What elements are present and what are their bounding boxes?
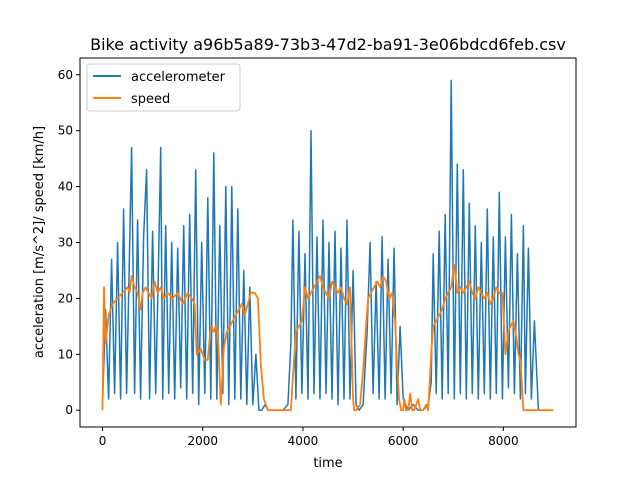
x-tick-label: 6000 xyxy=(388,434,419,448)
y-axis-label: acceleration [m/s^2]/ speed [km/h] xyxy=(32,126,47,358)
chart-title: Bike activity a96b5a89-73b3-47d2-ba91-3e… xyxy=(90,35,566,54)
series-line-accelerometer xyxy=(101,79,554,411)
x-tick-label: 0 xyxy=(99,434,107,448)
y-axis: 0 10 20 30 40 50 60 xyxy=(58,68,80,417)
x-tick-label: 4000 xyxy=(288,434,319,448)
y-tick-label: 50 xyxy=(58,124,73,138)
y-tick-label: 40 xyxy=(58,180,73,194)
y-tick-label: 30 xyxy=(58,236,73,250)
y-tick-label: 20 xyxy=(58,291,73,305)
x-axis-label: time xyxy=(313,456,342,471)
legend: accelerometer speed xyxy=(86,63,241,112)
x-tick-label: 8000 xyxy=(488,434,519,448)
x-tick-label: 2000 xyxy=(187,434,218,448)
x-axis: 0 2000 4000 6000 8000 xyxy=(99,427,519,448)
legend-box xyxy=(86,63,241,112)
series-line-speed xyxy=(101,263,554,412)
legend-label-speed: speed xyxy=(131,92,170,107)
series-layer xyxy=(101,79,554,412)
y-tick-label: 10 xyxy=(58,347,73,361)
legend-label-accelerometer: accelerometer xyxy=(131,70,226,85)
y-tick-label: 0 xyxy=(65,403,73,417)
y-tick-label: 60 xyxy=(58,68,73,82)
plot-area xyxy=(79,57,577,428)
